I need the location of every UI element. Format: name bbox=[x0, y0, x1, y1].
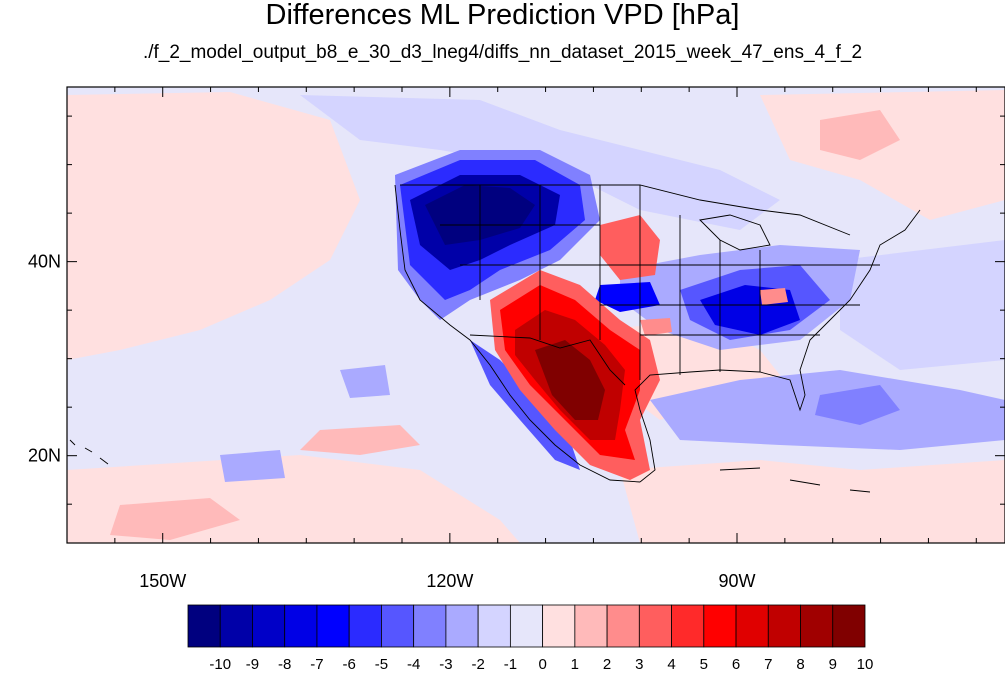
plot-subtitle: ./f_2_model_output_b8_e_30_d3_lneg4/diff… bbox=[142, 42, 863, 63]
gulf-blue-core bbox=[815, 385, 900, 425]
pacific-pink-patch-2 bbox=[300, 425, 420, 455]
west-pacific-blue bbox=[340, 365, 390, 398]
colorbar-label: -3 bbox=[439, 656, 452, 672]
lon-tick-label: 120W bbox=[426, 571, 473, 591]
colorbar-label: -2 bbox=[471, 656, 484, 672]
colorbar-swatch bbox=[348, 604, 382, 648]
lat-tick-label: 20N bbox=[28, 446, 61, 466]
baja-blue-strip bbox=[470, 340, 580, 470]
colorbar-swatch bbox=[800, 604, 834, 648]
colorbar-label: 7 bbox=[764, 656, 772, 672]
map-plot-area bbox=[67, 87, 1005, 543]
colorbar-swatch bbox=[219, 604, 253, 648]
colorbar-swatch bbox=[381, 604, 415, 648]
colorbar-swatch bbox=[606, 604, 640, 648]
colorbar-swatch bbox=[509, 604, 544, 648]
lon-tick-label: 150W bbox=[139, 571, 186, 591]
colorbar-swatch bbox=[413, 604, 447, 648]
colorbar-swatch bbox=[703, 604, 737, 648]
colorbar-label: -4 bbox=[407, 656, 420, 672]
plains-blue-patch bbox=[595, 282, 660, 312]
coastlines-and-borders bbox=[69, 184, 921, 493]
colorbar-label: -1 bbox=[504, 656, 517, 672]
colorbar-label: -7 bbox=[310, 656, 323, 672]
lat-tick-label: 40N bbox=[28, 252, 61, 272]
colorbar-swatch bbox=[832, 604, 866, 648]
plains-red-patch bbox=[600, 215, 660, 280]
colorbar-label: 4 bbox=[667, 656, 675, 672]
hawaii-islands bbox=[69, 439, 109, 465]
colorbar-label: 0 bbox=[538, 656, 546, 672]
us-mexico-border bbox=[469, 334, 626, 386]
colorbar-label: -10 bbox=[209, 656, 231, 672]
colorbar-swatch bbox=[477, 604, 511, 648]
colorbar-swatch bbox=[767, 604, 801, 648]
colorbar-swatch bbox=[542, 604, 576, 648]
colorbar-label: 8 bbox=[796, 656, 804, 672]
colorbar: -10 -9 -8 -7 -6 -5 -4 -3 -2 -1 0 1 2 3 4 5 6 7 8 9 10 bbox=[187, 604, 874, 673]
colorbar-swatch bbox=[445, 604, 479, 648]
south-pink-patch-2 bbox=[110, 498, 240, 540]
map-frame bbox=[66, 86, 1005, 544]
colorbar-label: 2 bbox=[603, 656, 611, 672]
pacific-blue-patch-2 bbox=[220, 450, 285, 482]
southeast-red-patch bbox=[640, 318, 672, 336]
colorbar-label: -8 bbox=[278, 656, 291, 672]
caribbean-islands bbox=[719, 467, 871, 493]
west-coast-line bbox=[394, 184, 641, 483]
colorbar-label: 5 bbox=[700, 656, 708, 672]
latitude-axis: 40N 20N bbox=[28, 115, 1005, 505]
longitude-axis: 150W 120W 90W bbox=[66, 87, 977, 591]
colorbar-label: -6 bbox=[343, 656, 356, 672]
colorbar-swatch bbox=[284, 604, 318, 648]
gulf-coast-line bbox=[634, 209, 921, 483]
colorbar-label: 9 bbox=[829, 656, 837, 672]
east-atlantic-blue bbox=[840, 240, 1005, 370]
colorbar-swatch bbox=[671, 604, 705, 648]
colorbar-label: -5 bbox=[375, 656, 388, 672]
mexico-red-darkest bbox=[535, 340, 605, 420]
colorbar-swatch bbox=[252, 604, 286, 648]
colorbar-label: 10 bbox=[857, 656, 874, 672]
atlantic-pink-patch-2 bbox=[820, 110, 900, 160]
lon-tick-label: 90W bbox=[718, 571, 755, 591]
colorbar-label: 1 bbox=[571, 656, 579, 672]
pacific-pink-region bbox=[67, 92, 360, 360]
east-red-patch bbox=[760, 288, 788, 305]
colorbar-swatch bbox=[735, 604, 769, 648]
colorbar-label: 3 bbox=[635, 656, 643, 672]
colorbar-swatch bbox=[187, 604, 221, 648]
western-us-blue-anomaly bbox=[395, 150, 600, 470]
colorbar-swatch bbox=[638, 604, 672, 648]
plot-title: Differences ML Prediction VPD [hPa] bbox=[265, 0, 740, 31]
colorbar-swatch bbox=[316, 604, 350, 648]
caribbean-pink-region bbox=[620, 460, 1005, 543]
colorbar-label: -9 bbox=[246, 656, 259, 672]
colorbar-label: 6 bbox=[732, 656, 740, 672]
colorbar-swatch bbox=[574, 604, 608, 648]
